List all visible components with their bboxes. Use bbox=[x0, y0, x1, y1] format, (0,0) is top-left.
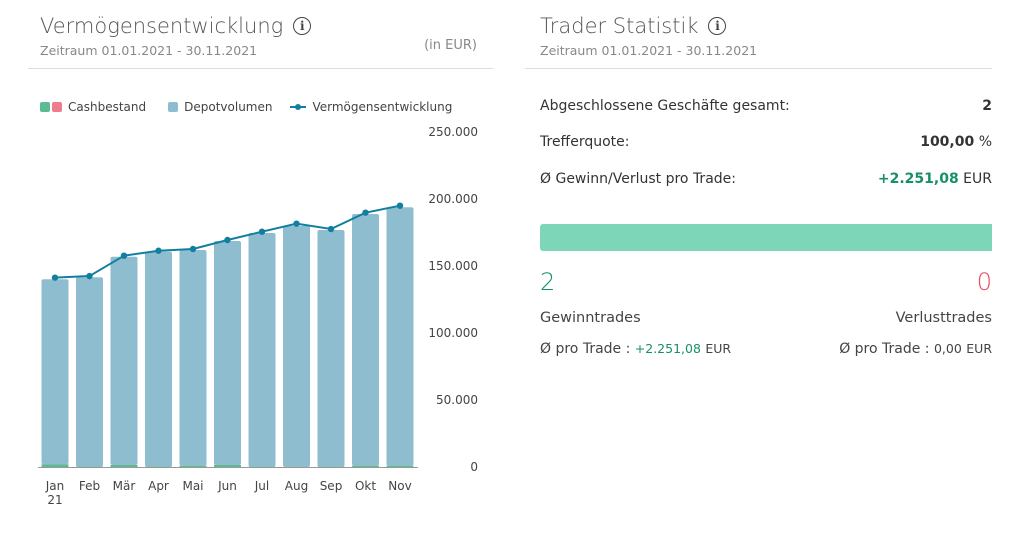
divider bbox=[525, 68, 992, 69]
depot-bar bbox=[283, 225, 310, 467]
divider bbox=[28, 68, 493, 69]
x-tick-label: Nov bbox=[388, 479, 411, 493]
legend-cash[interactable]: Cashbestand bbox=[40, 100, 146, 114]
cash-swatch-icon bbox=[40, 102, 62, 112]
cash-bar bbox=[179, 465, 207, 467]
line-swatch-icon bbox=[290, 104, 307, 110]
trader-statistics-panel: Trader Statistik i Zeitraum 01.01.2021 - … bbox=[525, 0, 992, 400]
stat-total-trades: Abgeschlossene Geschäfte gesamt: 2 bbox=[540, 98, 992, 114]
stat-unit: EUR bbox=[963, 171, 992, 187]
period-label: Zeitraum 01.01.2021 - 30.11.2021 bbox=[540, 43, 758, 58]
depot-bar bbox=[145, 251, 172, 467]
y-tick-label: 50.000 bbox=[436, 393, 478, 407]
legend-depot[interactable]: Depotvolumen bbox=[168, 100, 272, 114]
trader-statistics-title: Trader Statistik i bbox=[540, 14, 727, 38]
stat-label: Trefferquote: bbox=[540, 134, 630, 150]
per-trade-label: Ø pro Trade : bbox=[839, 341, 930, 357]
asset-point bbox=[86, 272, 93, 280]
win-per-trade: Ø pro Trade : +2.251,08 EUR bbox=[540, 341, 731, 357]
x-tick-label: Jul bbox=[254, 479, 269, 493]
cash-bar bbox=[41, 464, 69, 467]
win-per-trade-value: +2.251,08 bbox=[634, 341, 701, 356]
x-tick-label: Apr bbox=[148, 479, 169, 493]
y-tick-label: 0 bbox=[470, 460, 478, 474]
depot-bar bbox=[214, 240, 241, 465]
x-tick-label: Sep bbox=[320, 479, 343, 493]
x-tick-label: Jun bbox=[217, 479, 237, 493]
per-trade-label: Ø pro Trade : bbox=[540, 341, 631, 357]
stat-unit: % bbox=[978, 134, 992, 150]
depot-bar bbox=[179, 250, 207, 466]
asset-point bbox=[51, 274, 59, 281]
depot-bar bbox=[110, 256, 138, 465]
title-text: Vermögensentwicklung bbox=[40, 14, 284, 38]
depot-bar bbox=[41, 279, 69, 465]
legend-label: Depotvolumen bbox=[184, 100, 273, 114]
cash-bar bbox=[214, 464, 241, 467]
x-tick-label: Feb bbox=[79, 479, 100, 493]
loss-per-trade: Ø pro Trade : 0,00 EUR bbox=[839, 341, 992, 357]
stat-hit-rate: Trefferquote: 100,00 % bbox=[540, 134, 992, 150]
depot-bar bbox=[352, 214, 379, 466]
asset-point bbox=[189, 245, 197, 253]
y-tick-label: 150.000 bbox=[428, 259, 478, 273]
cash-bar bbox=[386, 465, 414, 467]
stat-label: Abgeschlossene Geschäfte gesamt: bbox=[540, 98, 790, 114]
legend-label: Vermögensentwicklung bbox=[312, 100, 453, 114]
asset-point bbox=[155, 247, 162, 254]
cash-bar bbox=[352, 465, 379, 467]
wins-count: 2 bbox=[540, 268, 556, 296]
stat-avg-pl: Ø Gewinn/Verlust pro Trade: +2.251,08 EUR bbox=[540, 171, 992, 187]
depot-bar bbox=[317, 229, 345, 467]
asset-point bbox=[293, 220, 300, 227]
unit-label: (in EUR) bbox=[424, 38, 477, 53]
depot-bar bbox=[76, 277, 103, 467]
depot-bar bbox=[386, 207, 414, 466]
asset-point bbox=[327, 225, 335, 233]
asset-development-title: Vermögensentwicklung i bbox=[40, 14, 312, 38]
x-tick-label: Okt bbox=[355, 479, 376, 493]
y-tick-label: 250.000 bbox=[428, 125, 478, 139]
loss-per-trade-value: 0,00 bbox=[933, 341, 962, 356]
stat-value: +2.251,08 bbox=[877, 171, 959, 187]
y-tick-label: 200.000 bbox=[428, 192, 478, 206]
asset-point bbox=[120, 252, 128, 259]
legend-asset-line[interactable]: Vermögensentwicklung bbox=[290, 100, 452, 114]
asset-point bbox=[396, 202, 404, 209]
losses-label: Verlusttrades bbox=[895, 310, 992, 326]
x-tick-label: Mai bbox=[182, 479, 203, 493]
stat-value: 2 bbox=[982, 98, 992, 114]
win-loss-bar bbox=[540, 224, 992, 251]
asset-point bbox=[362, 209, 369, 216]
wins-label: Gewinntrades bbox=[540, 310, 641, 326]
depot-swatch-icon bbox=[168, 102, 179, 112]
info-icon[interactable]: i bbox=[293, 17, 312, 35]
losses-count: 0 bbox=[976, 268, 992, 296]
currency: EUR bbox=[705, 341, 732, 356]
stat-value: 100,00 bbox=[920, 134, 975, 150]
asset-point bbox=[224, 236, 231, 244]
y-tick-label: 100.000 bbox=[428, 326, 478, 340]
x-tick-label: Mär bbox=[113, 479, 136, 493]
currency: EUR bbox=[966, 341, 992, 356]
x-tick-label: Aug bbox=[285, 479, 308, 493]
chart-legend: Cashbestand Depotvolumen Vermögensentwic… bbox=[40, 100, 452, 114]
x-tick-label: 21 bbox=[47, 493, 62, 507]
legend-label: Cashbestand bbox=[68, 100, 147, 114]
x-tick-label: Jan bbox=[45, 479, 65, 493]
info-icon[interactable]: i bbox=[708, 17, 727, 35]
depot-bar bbox=[248, 233, 276, 467]
title-text: Trader Statistik bbox=[540, 14, 699, 38]
asset-point bbox=[258, 228, 266, 235]
stat-label: Ø Gewinn/Verlust pro Trade: bbox=[540, 171, 736, 187]
period-label: Zeitraum 01.01.2021 - 30.11.2021 bbox=[40, 43, 258, 58]
cash-bar bbox=[110, 464, 138, 467]
